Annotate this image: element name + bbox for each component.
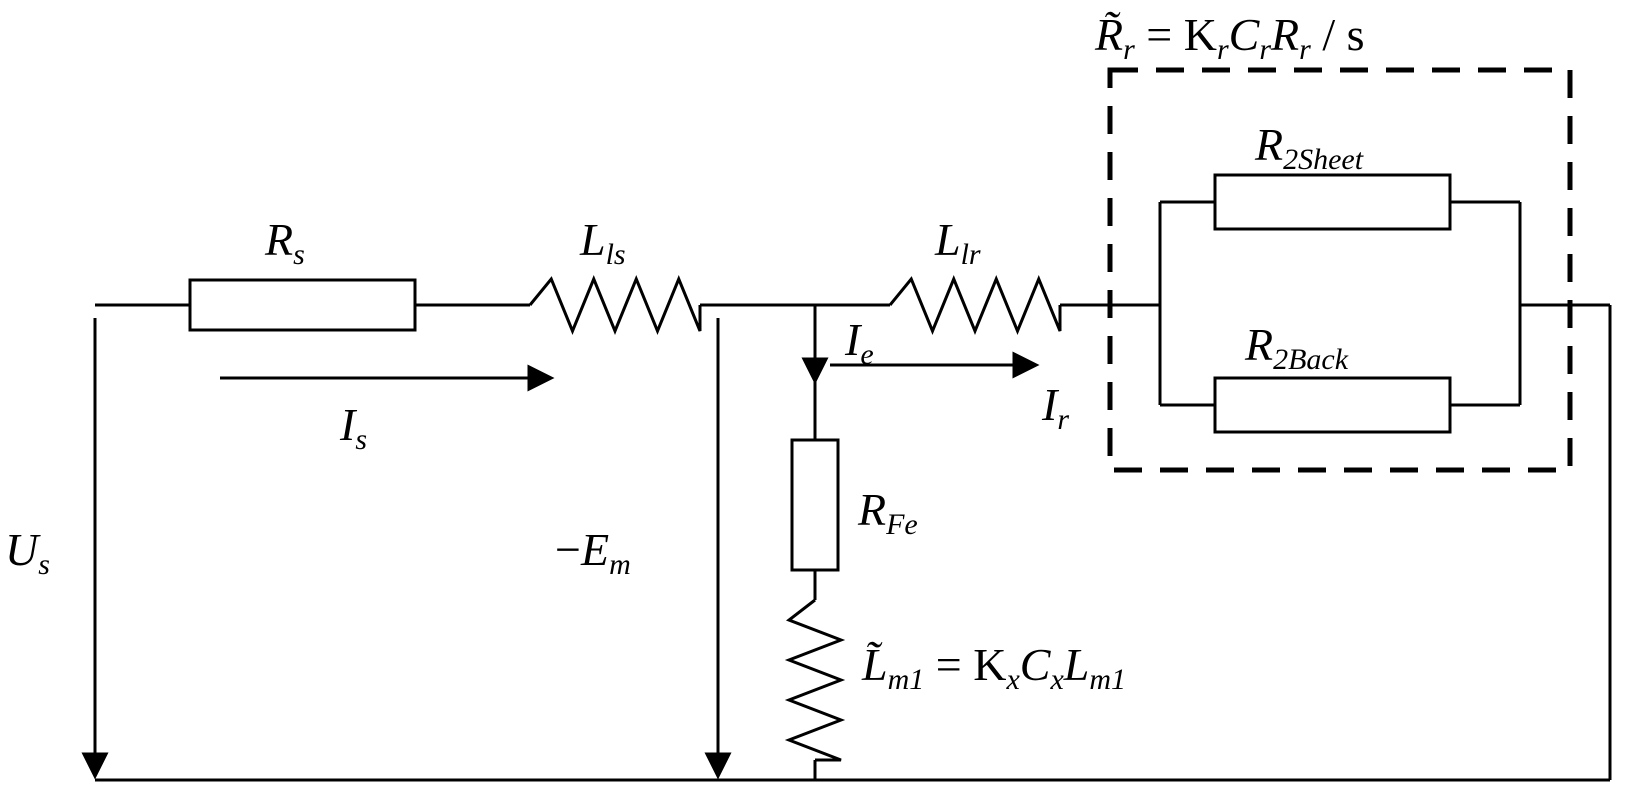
inductor-lm1 — [789, 600, 841, 760]
resistor-rfe — [792, 440, 838, 570]
label-llr: Llr — [934, 214, 981, 271]
label-rr-eq: R̃r = KrCrRr / s — [1094, 9, 1365, 66]
label-rs: Rs — [264, 214, 305, 271]
label-lm1-eq: L̃m1 = KxCxLm1 — [861, 639, 1126, 696]
resistor-r2back — [1215, 378, 1450, 432]
label-r2back: R2Back — [1244, 319, 1349, 376]
label-em: −Em — [555, 524, 631, 581]
resistor-rs — [190, 280, 415, 330]
circuit-diagram: Rs Lls Llr Us Is −Em Ie Ir RFe R2Sheet R2Back L̃m1 … — [0, 0, 1649, 795]
label-r2sheet: R2Sheet — [1254, 119, 1364, 176]
label-us: Us — [5, 524, 50, 581]
label-ir: Ir — [1041, 379, 1069, 436]
label-rfe: RFe — [857, 484, 918, 541]
resistor-r2sheet — [1215, 175, 1450, 229]
inductor-lls — [530, 279, 700, 331]
inductor-llr — [890, 279, 1060, 331]
label-ie: Ie — [844, 314, 874, 371]
label-is: Is — [339, 399, 367, 456]
label-lls: Lls — [579, 214, 626, 271]
